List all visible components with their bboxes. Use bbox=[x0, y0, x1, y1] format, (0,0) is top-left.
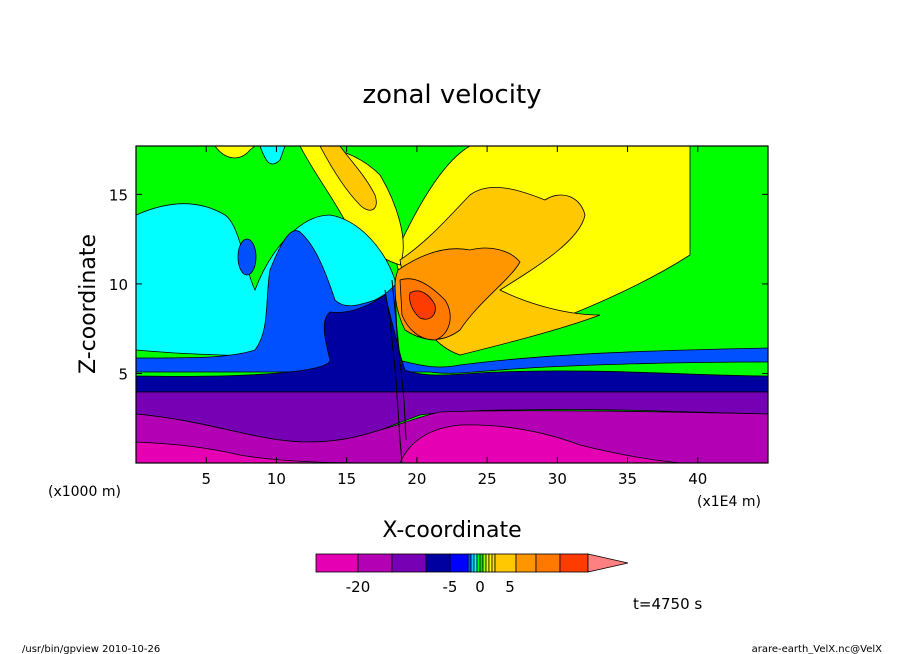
colorbar-swatch bbox=[473, 553, 478, 573]
contour-yellow-upper-left bbox=[214, 146, 256, 159]
colorbar-swatch bbox=[559, 553, 589, 573]
colorbar-swatch bbox=[485, 553, 490, 573]
footer-right: arare-earth_VelX.nc@VelX bbox=[752, 644, 883, 654]
x-axis-title: X-coordinate bbox=[382, 518, 521, 543]
y-tick-label: 10 bbox=[109, 276, 128, 294]
x-tick-label: 5 bbox=[201, 470, 211, 488]
y-axis-title: Z-coordinate bbox=[76, 234, 101, 374]
footer-left: /usr/bin/gpview 2010-10-26 bbox=[22, 644, 160, 654]
contour-darkblue-region bbox=[136, 294, 768, 393]
colorbar-swatch bbox=[535, 553, 561, 573]
y-axis-ticks: 5 10 15 bbox=[109, 186, 768, 383]
colorbar-swatch bbox=[476, 553, 481, 573]
colorbar-swatch bbox=[470, 553, 475, 573]
y-tick-label: 15 bbox=[109, 186, 128, 204]
contour-red-core bbox=[409, 290, 436, 320]
x-tick-label: 30 bbox=[548, 470, 567, 488]
contour-line-front-2 bbox=[391, 279, 407, 441]
colorbar-label: -5 bbox=[443, 578, 458, 596]
x-tick-label: 20 bbox=[407, 470, 426, 488]
colorbar-swatch bbox=[494, 553, 517, 573]
colorbar-extend-arrow bbox=[587, 553, 629, 573]
x-tick-label: 40 bbox=[688, 470, 707, 488]
colorbar-label: 0 bbox=[475, 578, 485, 596]
plot-frame bbox=[135, 145, 769, 464]
colorbar-swatch bbox=[357, 553, 393, 573]
colorbar-swatch bbox=[488, 553, 493, 573]
contour-cyan-upper bbox=[259, 146, 286, 165]
colorbar-swatch bbox=[515, 553, 537, 573]
x-tick-label: 10 bbox=[267, 470, 286, 488]
colorbar-swatch bbox=[425, 553, 451, 573]
contour-line-front bbox=[384, 289, 403, 463]
x-tick-label: 15 bbox=[337, 470, 356, 488]
colorbar-swatch bbox=[449, 553, 469, 573]
colorbar-swatch bbox=[491, 553, 496, 573]
contour-blue-region bbox=[136, 230, 768, 374]
contour-yellow-upper-mid bbox=[299, 146, 404, 266]
colorbar-swatch bbox=[315, 553, 359, 573]
y-tick-label: 5 bbox=[118, 365, 128, 383]
contour-gold-upper bbox=[319, 146, 377, 211]
colorbar-swatch bbox=[391, 553, 427, 573]
x-unit-left: (x1000 m) bbox=[48, 484, 121, 500]
contour-magenta-lower-right bbox=[399, 424, 681, 463]
colorbar-swatch bbox=[479, 553, 484, 573]
plot-area bbox=[136, 146, 768, 463]
x-unit-right: (x1E4 m) bbox=[697, 494, 761, 510]
contour-blue-blob bbox=[237, 238, 257, 276]
chart-title: zonal velocity bbox=[362, 80, 541, 110]
x-tick-label: 25 bbox=[478, 470, 497, 488]
time-label: t=4750 s bbox=[633, 595, 702, 613]
colorbar: -20 -5 0 5 bbox=[315, 553, 629, 596]
colorbar-swatch bbox=[482, 553, 487, 573]
colorbar-swatch bbox=[467, 553, 472, 573]
x-axis-ticks: 5 10 15 20 25 30 35 40 bbox=[201, 146, 707, 488]
x-tick-label: 35 bbox=[618, 470, 637, 488]
colorbar-label: -20 bbox=[346, 578, 371, 596]
colorbar-label: 5 bbox=[505, 578, 515, 596]
